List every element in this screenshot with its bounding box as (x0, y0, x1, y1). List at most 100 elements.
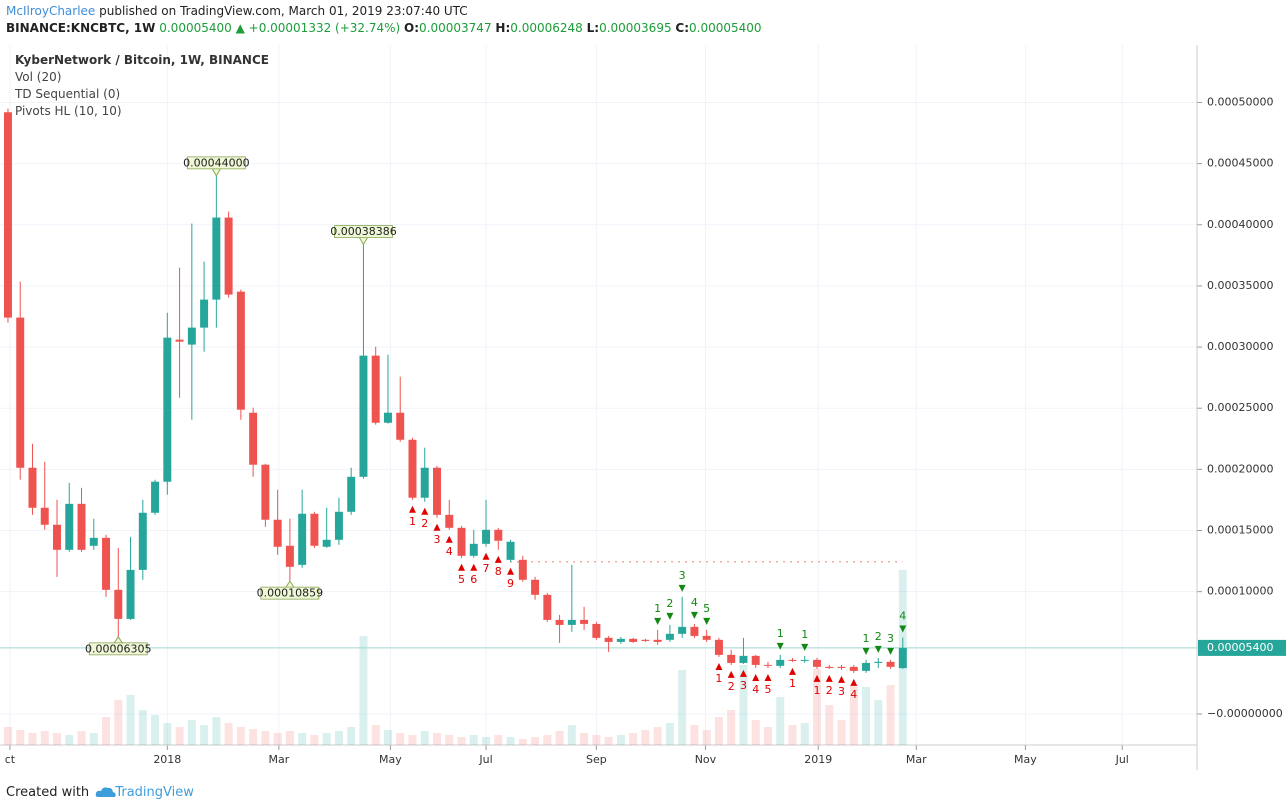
volume-bar (163, 723, 172, 745)
candle-body (28, 467, 37, 508)
td-arrow (739, 669, 747, 677)
candle-body (359, 355, 368, 477)
td-arrow (825, 674, 833, 682)
td-label: 1 (654, 602, 661, 615)
pivot-label: 0.00044000 (183, 156, 249, 169)
candle-body (665, 633, 674, 640)
footer-brand[interactable]: TradingView (115, 785, 194, 800)
candle-body (53, 524, 61, 550)
change: ▲ +0.00001332 (+32.74%) (235, 21, 401, 35)
x-tick-label: Mar (268, 753, 289, 766)
td-label: 3 (838, 685, 845, 698)
author[interactable]: McIlroyCharlee (6, 4, 96, 18)
td-arrow (715, 662, 723, 670)
h-label: H: (495, 21, 511, 35)
volume-bar (641, 730, 650, 745)
volume-bar (665, 723, 674, 745)
pivot-pointer (359, 237, 368, 246)
volume-bar (3, 727, 12, 745)
volume-bar (322, 733, 331, 745)
candle-body (261, 464, 270, 520)
symbol: BINANCE:KNCBTC, 1W (6, 21, 156, 35)
candle-body (151, 481, 160, 513)
candle-body (138, 512, 147, 570)
volume-bar (788, 725, 797, 745)
candle-body (249, 412, 258, 465)
td-label: 5 (458, 573, 465, 586)
x-tick-label: Jul (1115, 753, 1129, 766)
td-label: 8 (495, 565, 502, 578)
td-arrow (458, 563, 466, 571)
volume-bar (482, 737, 491, 745)
candle-body (163, 337, 172, 482)
published: published on TradingView.com, March 01, … (95, 4, 468, 18)
td-arrow (838, 675, 846, 683)
y-tick-label: 0.00030000 (1207, 340, 1273, 353)
candle-body (16, 317, 25, 468)
volume-bar (445, 735, 454, 745)
volume-bar (347, 727, 356, 745)
volume-bar (16, 730, 25, 745)
volume-bar (249, 729, 258, 745)
candle-body (629, 638, 638, 642)
candle-body (849, 666, 858, 671)
volume-bar (359, 636, 368, 745)
volume-bar (653, 727, 662, 745)
candle-body (751, 655, 760, 665)
c-label: C: (675, 21, 690, 35)
x-tick-label: 2018 (153, 753, 181, 766)
candle-body (102, 537, 111, 590)
td-arrow (494, 555, 502, 563)
publish-line: McIlroyCharlee published on TradingView.… (6, 4, 468, 18)
volume-bar (555, 731, 564, 745)
td-label: 4 (446, 545, 453, 558)
candle-body (482, 529, 491, 544)
volume-bar (28, 733, 37, 745)
x-tick-label: 2019 (804, 753, 832, 766)
volume-bar (714, 717, 723, 745)
volume-bar (298, 733, 307, 745)
volume-bar (690, 725, 699, 745)
pivot-box (186, 156, 246, 170)
volume-bar (763, 727, 772, 745)
volume-bar (138, 710, 147, 745)
td-label: 2 (421, 517, 428, 530)
volume-bar (65, 735, 74, 745)
candle-body (285, 545, 294, 567)
td-label: 9 (507, 577, 514, 590)
x-tick-label: Jul (478, 753, 492, 766)
td-arrow (752, 673, 760, 681)
volume-bar (506, 737, 515, 745)
td-label: 2 (826, 684, 833, 697)
td-arrow (764, 673, 772, 681)
volume-bar (813, 669, 821, 745)
td-label: 4 (850, 688, 857, 701)
candle-body (506, 541, 515, 560)
volume-bar (727, 710, 736, 745)
volume-bar (862, 687, 871, 745)
x-tick-label: Nov (695, 753, 717, 766)
volume-bar (420, 731, 429, 745)
candle-body (616, 638, 625, 642)
td-arrow (874, 645, 882, 653)
td-label: 2 (875, 630, 882, 643)
candle-body (457, 527, 466, 556)
td-arrow (654, 617, 662, 625)
candle-body (469, 543, 478, 556)
td-arrow (727, 670, 735, 678)
volume-bar (53, 733, 61, 745)
td-arrow (813, 674, 821, 682)
volume-bar (592, 735, 601, 745)
y-tick-label: 0.00035000 (1207, 279, 1273, 292)
candle-body (874, 661, 883, 663)
volume-bar (102, 717, 111, 745)
last-price-tag (1198, 639, 1286, 656)
candle-body (800, 659, 809, 661)
volume-bar (383, 730, 392, 745)
td-label: 6 (470, 573, 477, 586)
pivot-pointer (211, 168, 221, 177)
td-label: 1 (789, 677, 796, 690)
volume-bar (396, 733, 405, 745)
y-tick-label: 0.00050000 (1207, 95, 1273, 108)
